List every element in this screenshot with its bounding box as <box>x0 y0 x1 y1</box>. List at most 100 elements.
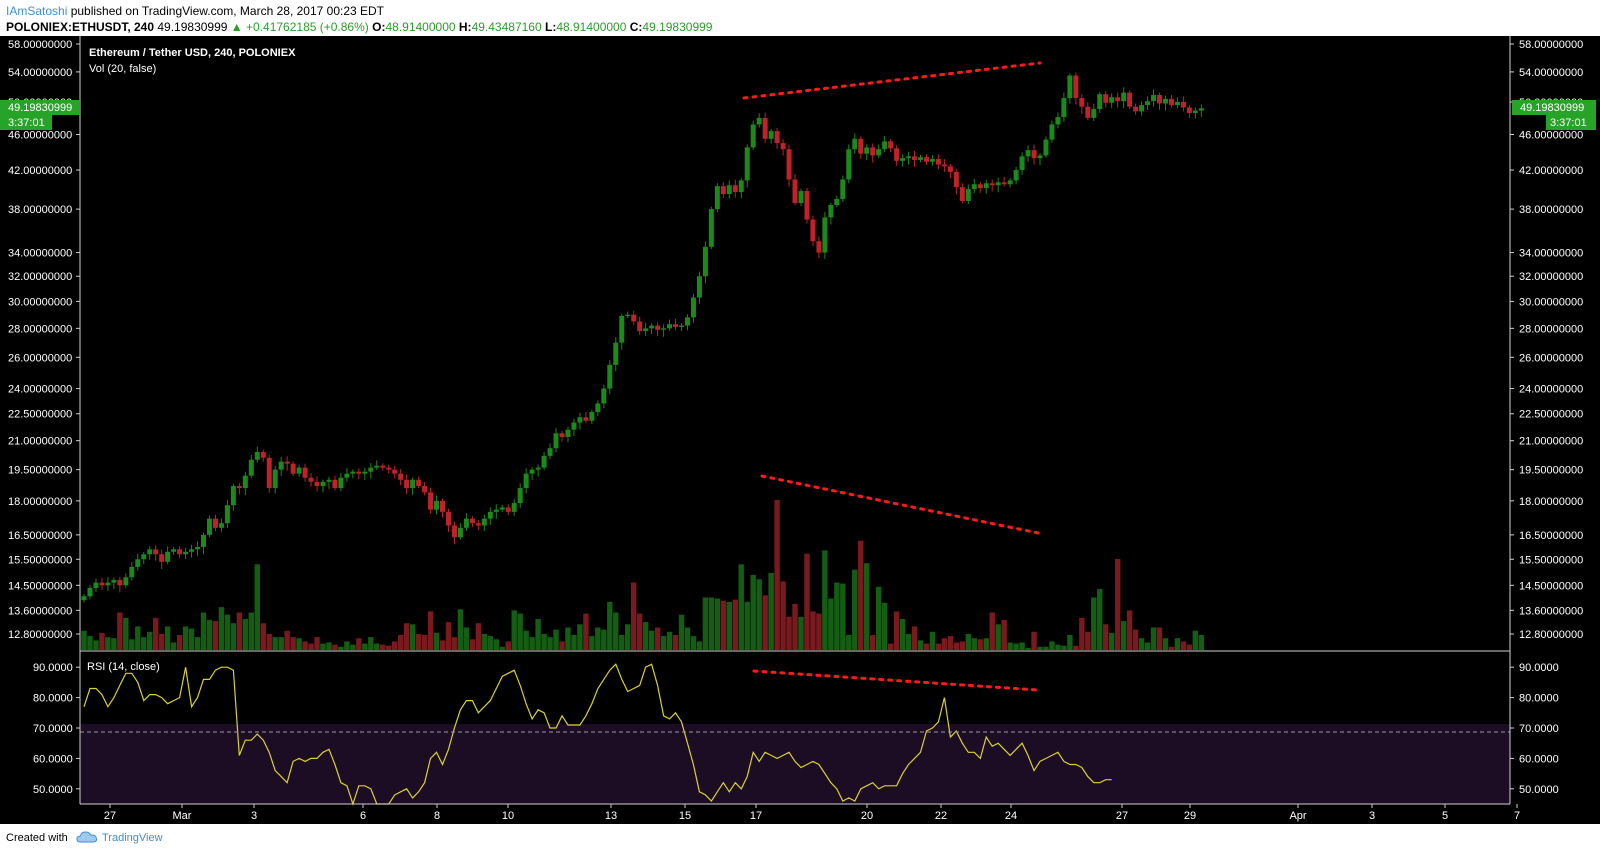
candle-body <box>171 549 177 552</box>
volume-bar <box>374 643 380 650</box>
tradingview-link[interactable]: TradingView <box>102 832 163 844</box>
candle-body <box>511 503 517 512</box>
candle-body <box>350 471 356 474</box>
volume-bar <box>1085 631 1091 650</box>
candle-body <box>308 477 314 482</box>
volume-bar <box>1073 645 1079 650</box>
time-tick-label: 13 <box>605 810 617 822</box>
candle-body <box>690 297 696 318</box>
volume-bar <box>971 638 977 650</box>
volume-bar <box>111 638 117 650</box>
candle-body <box>684 317 690 326</box>
time-tick-label: 3 <box>1369 810 1375 822</box>
volume-bar <box>248 612 254 650</box>
volume-bar <box>344 641 350 650</box>
volume-bar <box>834 582 840 650</box>
volume-bar <box>535 618 541 650</box>
candle-body <box>1157 94 1162 104</box>
price-tick-label-right: 18.00000000 <box>1519 496 1583 508</box>
high-value: 49.43487160 <box>471 20 542 34</box>
candle-body <box>535 467 541 470</box>
volume-bar <box>726 601 732 650</box>
volume-bar <box>141 637 147 650</box>
price-change: ▲ +0.41762185 (+0.86%) <box>230 20 369 34</box>
candle-body <box>457 527 463 538</box>
volume-bar <box>135 626 141 650</box>
price-tick-label-right: 21.00000000 <box>1519 436 1583 448</box>
price-tick-label-left: 46.00000000 <box>8 130 72 142</box>
volume-bar <box>475 623 482 650</box>
candle-body <box>254 452 260 460</box>
candle-body <box>1168 98 1174 106</box>
candle-body <box>1019 156 1025 171</box>
candle-body <box>732 185 738 193</box>
candles <box>81 72 1204 603</box>
volume-bar <box>672 635 679 650</box>
candle-body <box>1091 109 1097 118</box>
volume-bar <box>816 613 822 650</box>
candle-body <box>165 551 171 562</box>
volume-bar <box>1097 588 1103 650</box>
volume-bar <box>1120 621 1127 650</box>
candle-body <box>846 149 852 180</box>
candle-body <box>1192 110 1198 114</box>
volume-bar <box>117 612 123 650</box>
candle-body <box>613 342 619 365</box>
volume-bar <box>158 633 165 650</box>
candle-body <box>977 184 983 189</box>
price-tick-label-left: 12.80000000 <box>8 629 72 641</box>
candle-body <box>595 403 601 413</box>
volume-bar <box>457 609 464 650</box>
volume-bar <box>547 637 553 650</box>
candle-body <box>517 488 523 504</box>
volume-bar <box>487 636 493 650</box>
time-tick-label: 3 <box>251 810 257 822</box>
candle-body <box>1151 94 1157 102</box>
price-chart[interactable]: 58.00000000 58.00000000 54.00000000 54.0000… <box>0 36 1600 824</box>
price-tick-label-left: 54.00000000 <box>8 67 72 79</box>
candle-body <box>953 171 959 188</box>
volume-bar <box>194 637 201 650</box>
volume-bar <box>415 633 422 650</box>
price-tick-label-right: 42.00000000 <box>1519 165 1583 177</box>
candle-body <box>278 461 284 470</box>
volume-bar <box>505 641 511 650</box>
candle-body <box>589 412 595 421</box>
volume-bar <box>326 642 332 650</box>
candle-body <box>923 157 929 162</box>
time-tick-label: 22 <box>935 810 947 822</box>
volume-bar <box>660 636 667 650</box>
volume-bar <box>631 582 637 650</box>
volume-bar <box>338 646 344 650</box>
candle-body <box>1145 101 1151 106</box>
candle-body <box>434 500 440 510</box>
chart-background <box>0 36 1600 824</box>
candle-body <box>392 469 398 474</box>
volume-bar <box>1031 631 1037 650</box>
candle-body <box>637 321 643 332</box>
candle-body <box>607 364 613 389</box>
volume-bar <box>230 623 237 650</box>
low-value: 48.91400000 <box>556 20 627 34</box>
candle-body <box>786 149 792 180</box>
volume-bar <box>99 632 105 650</box>
divergence-lines <box>742 61 1045 692</box>
volume-bar <box>392 641 398 650</box>
volume-bar <box>1132 629 1139 650</box>
candle-body <box>1115 97 1121 102</box>
candle-body <box>798 191 804 203</box>
candle-body <box>661 328 667 330</box>
candle-body <box>451 525 457 538</box>
volume-bar <box>852 569 858 650</box>
author-link[interactable]: IAmSatoshi <box>6 4 68 18</box>
volume-bar <box>284 630 290 650</box>
candle-body <box>667 324 673 329</box>
candle-body <box>906 156 912 159</box>
chart-header: IAmSatoshi published on TradingView.com,… <box>0 0 1600 36</box>
candle-body <box>218 523 224 528</box>
candle-body <box>338 477 344 489</box>
candle-body <box>1025 150 1031 157</box>
candle-body <box>1186 107 1192 114</box>
volume-bar <box>93 640 99 650</box>
volume-bar <box>864 563 870 650</box>
